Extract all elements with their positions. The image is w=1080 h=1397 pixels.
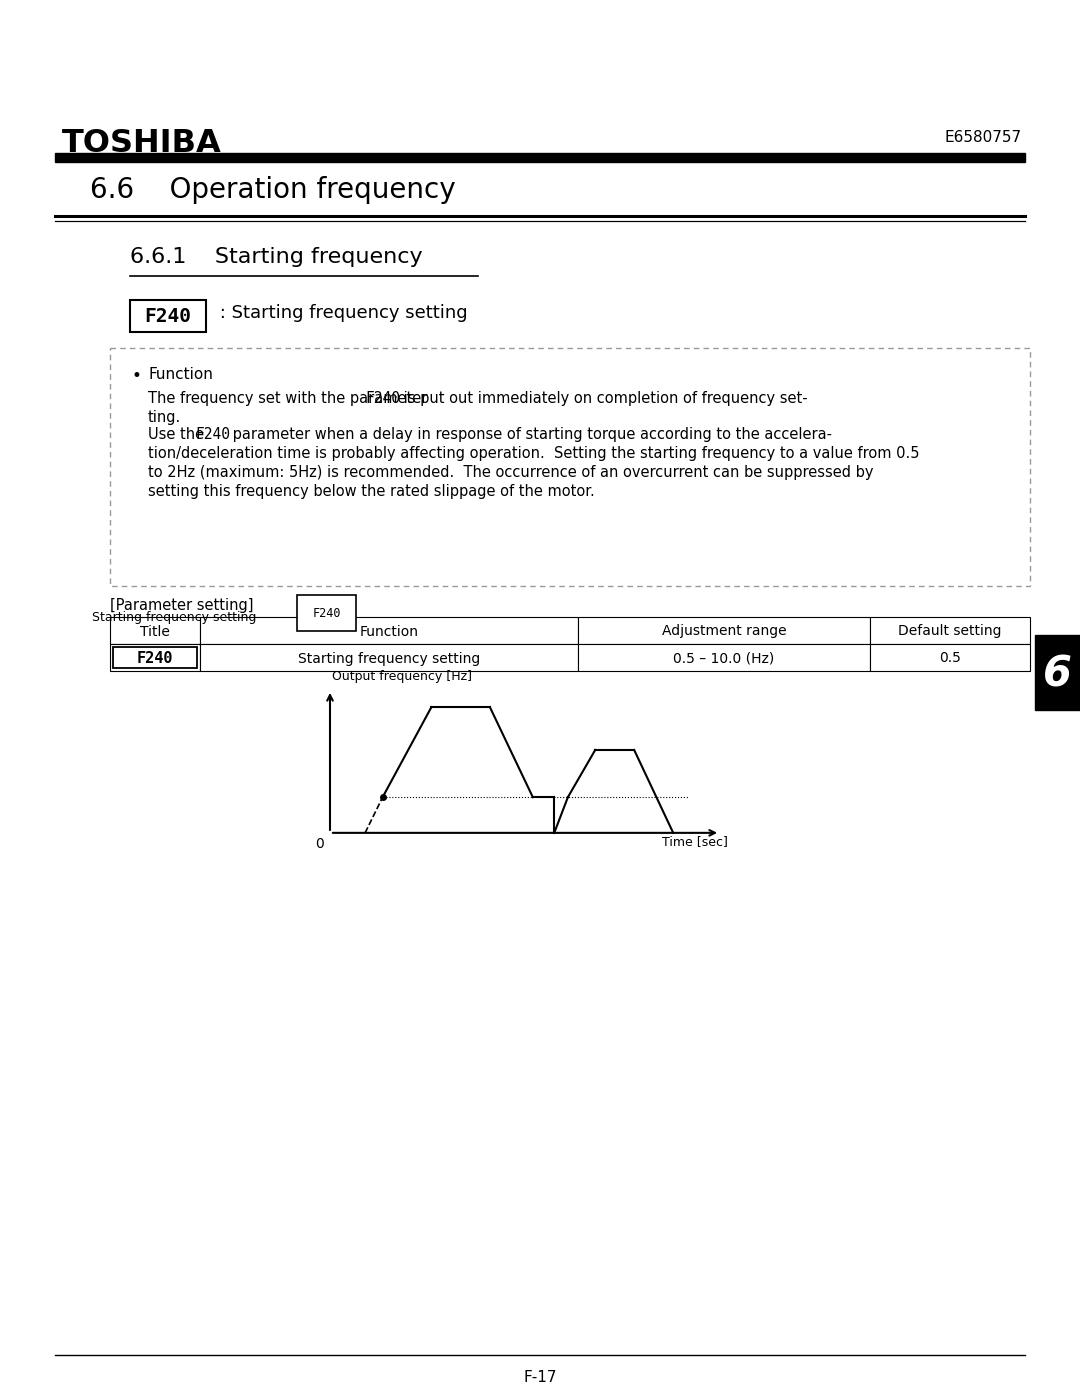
Text: is put out immediately on completion of frequency set-: is put out immediately on completion of … [399,391,807,407]
FancyBboxPatch shape [113,647,197,668]
Bar [1035,636,1080,710]
Text: Default setting: Default setting [899,624,1002,638]
Text: Adjustment range: Adjustment range [662,624,786,638]
Bar [578,644,870,671]
Text: to 2Hz (maximum: 5Hz) is recommended.  The occurrence of an overcurrent can be s: to 2Hz (maximum: 5Hz) is recommended. Th… [148,465,874,481]
Text: F240: F240 [145,307,191,327]
Text: : Starting frequency setting: : Starting frequency setting [214,305,468,321]
FancyBboxPatch shape [130,300,206,332]
Text: Output frequency [Hz]: Output frequency [Hz] [332,669,472,683]
Text: setting this frequency below the rated slippage of the motor.: setting this frequency below the rated s… [148,483,595,499]
FancyBboxPatch shape [110,348,1030,585]
Text: 6.6.1    Starting frequency: 6.6.1 Starting frequency [130,247,422,267]
Bar [870,644,1030,671]
FancyBboxPatch shape [297,595,356,631]
Bar [200,644,578,671]
Text: F240: F240 [195,427,230,441]
Bar [55,154,1025,162]
Text: parameter when a delay in response of starting torque according to the accelera-: parameter when a delay in response of st… [228,427,832,441]
Text: ting.: ting. [148,409,181,425]
Text: F-17: F-17 [523,1370,557,1384]
Bar [110,644,200,671]
Text: Title: Title [140,624,170,638]
Text: Starting frequency setting: Starting frequency setting [298,651,481,665]
Text: Function: Function [148,367,213,381]
Text: F240: F240 [137,651,173,666]
Text: Starting frequency setting: Starting frequency setting [92,610,265,624]
Text: Time [sec]: Time [sec] [662,835,728,848]
Text: 6.6    Operation frequency: 6.6 Operation frequency [90,176,456,204]
Bar [578,617,870,644]
Text: 0.5: 0.5 [940,651,961,665]
Text: F240: F240 [312,606,341,620]
Text: •: • [132,367,141,386]
Bar [200,617,578,644]
Text: 6: 6 [1043,654,1072,696]
Text: F240: F240 [365,391,401,407]
Text: Function: Function [360,624,419,638]
Bar [870,617,1030,644]
Bar [110,617,200,644]
Text: 0.5 – 10.0 (Hz): 0.5 – 10.0 (Hz) [673,651,774,665]
Text: [Parameter setting]: [Parameter setting] [110,598,254,613]
Text: TOSHIBA: TOSHIBA [62,129,221,159]
Text: tion/deceleration time is probably affecting operation.  Setting the starting fr: tion/deceleration time is probably affec… [148,446,919,461]
Text: The frequency set with the parameter: The frequency set with the parameter [148,391,432,407]
Text: E6580757: E6580757 [945,130,1022,145]
Text: Use the: Use the [148,427,208,441]
Text: 0: 0 [315,837,324,851]
